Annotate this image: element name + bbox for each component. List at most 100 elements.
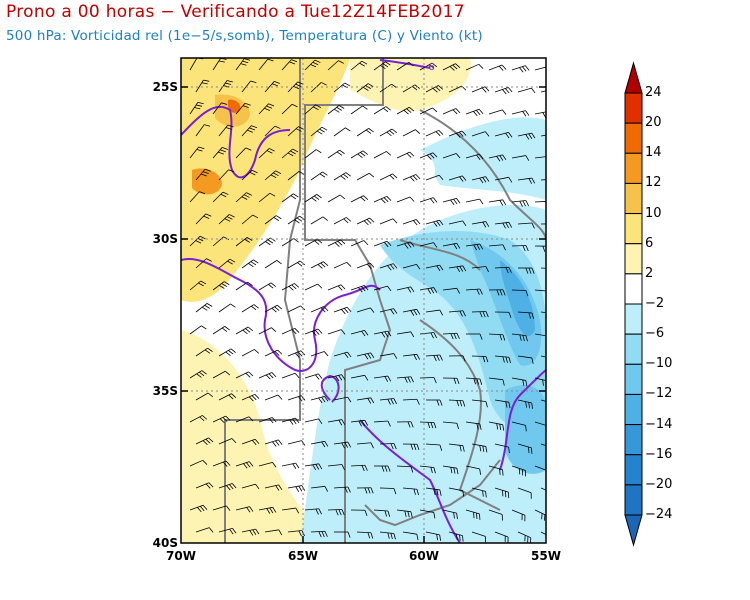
wind-barb-flag — [462, 445, 465, 452]
wind-barb-flag — [341, 419, 346, 425]
colorbar-label: −16 — [645, 446, 673, 462]
wind-barb-shaft — [327, 149, 340, 159]
wind-barb-shaft — [258, 506, 273, 511]
wind-barb-flag — [525, 155, 530, 161]
wind-barb-flag — [549, 111, 552, 116]
wind-barb-flag — [505, 88, 510, 94]
wind-barb-shaft — [327, 464, 342, 467]
wind-barb-shaft — [517, 87, 532, 93]
wind-barb-flag — [295, 417, 300, 424]
wind-barb-flag — [393, 398, 397, 405]
wind-barb-flag — [277, 349, 283, 355]
wind-barb-shaft — [465, 509, 480, 515]
wind-barb-shaft — [540, 487, 546, 491]
wind-barb-flag — [272, 462, 277, 468]
wind-barb-flag — [265, 241, 271, 246]
wind-barb-shaft — [442, 153, 457, 159]
wind-barb-flag — [277, 394, 283, 400]
wind-barb-flag — [416, 354, 421, 360]
wind-barb-shaft — [350, 60, 363, 71]
wind-barb-flag — [383, 197, 389, 203]
wind-barb-shaft — [333, 261, 347, 269]
wind-barb-flag — [335, 509, 339, 516]
wind-barb-shaft — [218, 483, 233, 489]
wind-barb-flag — [315, 374, 320, 380]
wind-barb-flag — [294, 352, 300, 358]
lon-tick-65w: 65W — [288, 549, 318, 563]
wind-barb-flag — [479, 153, 484, 160]
wind-barb-shaft — [511, 421, 526, 426]
wind-barb-shaft — [494, 266, 510, 269]
wind-barb-flag — [231, 393, 237, 398]
wind-barb-flag — [439, 264, 444, 271]
wind-barb-flag — [300, 305, 306, 311]
wind-barb-shaft — [310, 351, 325, 357]
wind-barb-flag — [393, 488, 397, 495]
wind-barb-shaft — [264, 484, 279, 489]
wind-barb-flag — [473, 378, 476, 385]
wind-barb-flag — [336, 151, 343, 156]
wind-barb-shaft — [356, 217, 370, 225]
wind-barb-shaft — [310, 440, 325, 445]
wind-barb-shaft — [356, 442, 371, 445]
wind-barb-flag — [462, 400, 466, 407]
wind-barb-flag — [407, 511, 410, 518]
colorbar-label: 12 — [645, 175, 662, 191]
wind-barb-flag — [386, 240, 392, 247]
wind-barb-flag — [272, 507, 277, 513]
wind-barb-flag — [291, 284, 297, 290]
wind-barb-shaft — [189, 191, 200, 203]
wind-barb-shaft — [241, 349, 255, 357]
wind-barb-flag — [393, 308, 398, 314]
wind-barb-flag — [335, 375, 340, 382]
wind-barb-flag — [344, 352, 349, 359]
wind-barb-shaft — [212, 102, 222, 115]
wind-barb-flag — [347, 441, 352, 448]
wind-barb-flag — [221, 327, 228, 332]
wind-barb-shaft — [304, 238, 318, 247]
wind-barb-flag — [552, 358, 553, 364]
wind-barb-shaft — [287, 126, 299, 137]
wind-barb-shaft — [218, 124, 229, 137]
wind-barb-flag — [502, 244, 506, 251]
wind-barb-flag — [357, 153, 363, 158]
wind-barb-shaft — [218, 80, 228, 93]
wind-barb-flag — [242, 329, 248, 335]
zero-vorticity-strip — [290, 150, 435, 225]
wind-barb-flag — [387, 465, 391, 472]
wind-barb-flag — [410, 310, 415, 316]
wind-barb-flag — [230, 348, 236, 353]
wind-barb-flag — [228, 350, 234, 355]
wind-barb-flag — [426, 154, 432, 160]
chart-title: Prono a 00 horas − Verificando a Tue12Z1… — [6, 2, 465, 22]
wind-barb-flag — [344, 82, 351, 87]
wind-barb-flag — [386, 131, 392, 137]
wind-barb-flag — [430, 332, 434, 339]
wind-barb-flag — [225, 415, 231, 421]
wind-barb-shaft — [425, 264, 440, 269]
wind-barb-shaft — [494, 176, 509, 181]
wind-barb-flag — [199, 416, 205, 422]
wind-barb-shaft — [350, 240, 365, 247]
wind-barb-flag — [549, 66, 553, 71]
wind-barb-flag — [249, 461, 254, 467]
wind-barb-shaft — [241, 125, 252, 137]
wind-barb-flag — [364, 510, 368, 517]
wind-barb-flag — [390, 264, 395, 270]
wind-barb-flag — [525, 401, 527, 408]
wind-barb-flag — [204, 304, 210, 309]
wind-barb-flag — [553, 538, 554, 544]
wind-barb-shaft — [448, 265, 463, 269]
wind-barb-flag — [265, 374, 271, 380]
wind-barb-flag — [406, 108, 412, 113]
wind-barb-flag — [196, 104, 203, 107]
wind-barb-shaft — [465, 421, 480, 425]
lon-tick-55w: 55W — [531, 549, 561, 563]
colorbar-top-arrow — [624, 61, 643, 94]
wind-barb-flag — [274, 125, 281, 129]
wind-barb-shaft — [540, 267, 546, 269]
wind-barb-shaft — [442, 421, 457, 424]
wind-barb-flag — [415, 219, 421, 225]
wind-barb-shaft — [241, 80, 251, 93]
wind-barb-shaft — [287, 215, 300, 225]
